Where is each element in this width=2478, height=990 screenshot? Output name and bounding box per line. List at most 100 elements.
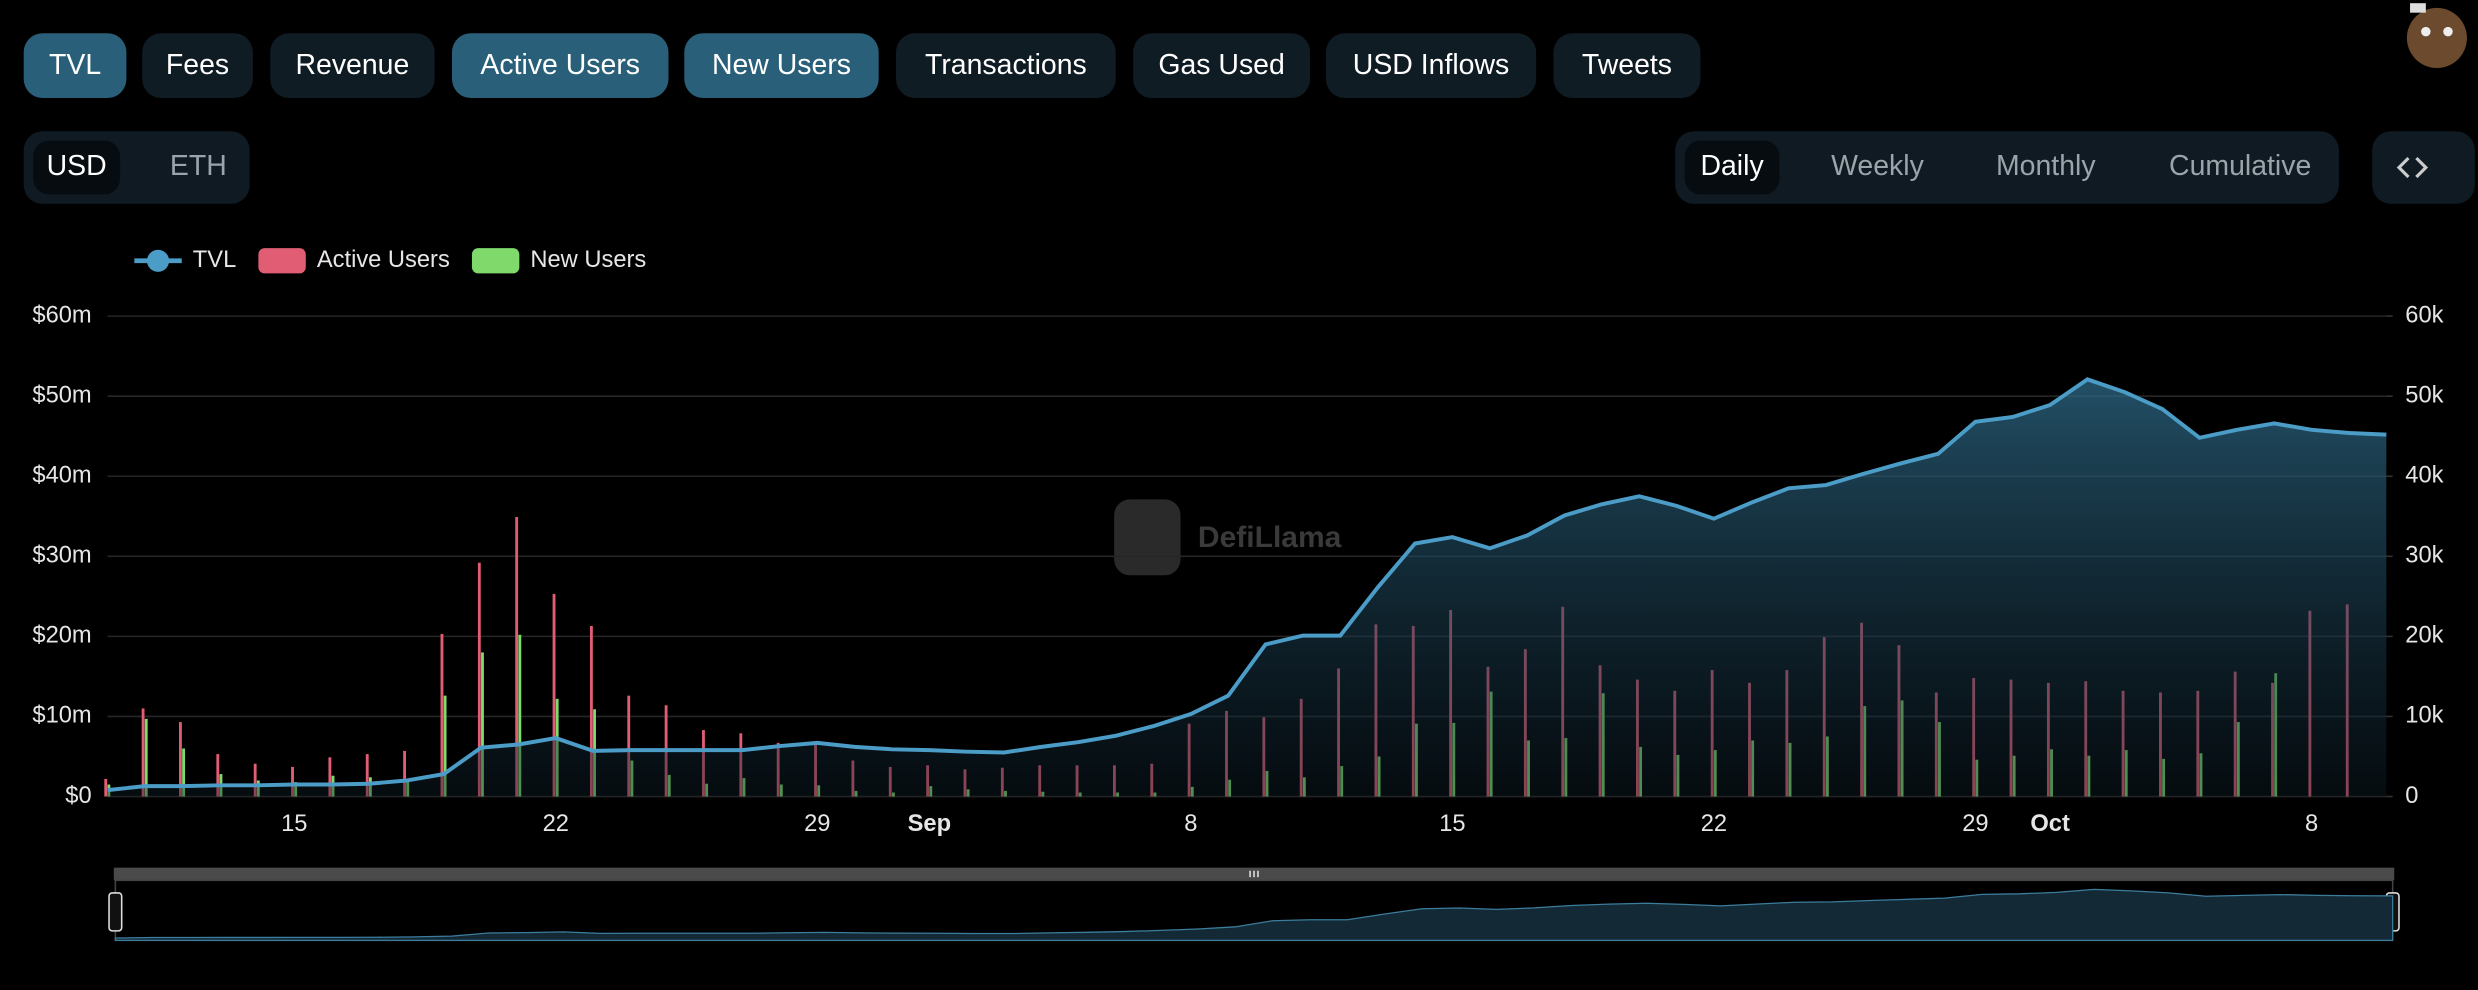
option-label: Daily [1700, 150, 1764, 182]
option-bg [1684, 140, 1780, 195]
tab[interactable]: Fees [142, 33, 253, 99]
tab-bg [1325, 33, 1537, 99]
tab-label: New Users [712, 49, 851, 81]
bar [477, 562, 481, 797]
legend-item[interactable]: TVL [134, 247, 236, 273]
tab-label: Gas Used [1158, 49, 1284, 81]
y2-tick-label: 40k [2405, 463, 2443, 489]
y2-tick-label: 20k [2405, 623, 2443, 649]
x-tick-label: 8 [1184, 811, 1197, 837]
legend-item[interactable]: Active Users [258, 247, 450, 274]
tab[interactable]: TVL [23, 33, 127, 99]
y-tick-label: $60m [32, 302, 91, 328]
bar [253, 763, 257, 797]
tab-label: Tweets [1582, 49, 1672, 81]
x-tick-label: 22 [1701, 811, 1727, 837]
option-label: USD [47, 150, 107, 182]
y2-tick-label: 50k [2405, 382, 2443, 408]
x-tick-label: Oct [2030, 811, 2070, 837]
tab[interactable]: New Users [684, 33, 879, 99]
tab-bg [896, 33, 1116, 99]
option-label: Weekly [1831, 150, 1924, 182]
y2-tick-label: 10k [2405, 703, 2443, 729]
currency-option[interactable]: USD [33, 140, 121, 195]
bar [589, 625, 593, 797]
tab-label: USD Inflows [1353, 49, 1509, 81]
tab-label: Active Users [480, 49, 640, 81]
tab-bg [684, 33, 879, 99]
y2-tick-label: 60k [2405, 302, 2443, 328]
periods-option[interactable]: Cumulative [2169, 150, 2311, 182]
bar [144, 718, 148, 797]
option-label: ETH [170, 150, 227, 182]
tvl-area [107, 379, 2387, 797]
legend-label: Active Users [317, 247, 450, 273]
option-label: Monthly [1996, 150, 2096, 182]
bar [365, 754, 369, 797]
bar [403, 750, 407, 797]
avatar [2406, 3, 2467, 68]
legend-label: New Users [530, 247, 646, 273]
watermark-text: DefiLlama [1198, 521, 1342, 554]
periods-option[interactable]: Daily [1684, 140, 1780, 195]
x-tick-label: 29 [1962, 811, 1988, 837]
y-tick-label: $30m [32, 543, 91, 569]
legend-swatch [258, 248, 306, 274]
bar [104, 778, 108, 797]
tab-label: Revenue [295, 49, 409, 81]
y-tick-label: $10m [32, 703, 91, 729]
tab[interactable]: Active Users [451, 33, 669, 99]
code-button[interactable] [2372, 131, 2475, 204]
legend-swatch [471, 248, 520, 274]
bar [440, 633, 444, 797]
y-tick-label: $20m [32, 623, 91, 649]
x-tick-label: 15 [281, 811, 307, 837]
tvl-line [107, 377, 2387, 793]
y2-tick-label: 30k [2405, 543, 2443, 569]
bar [179, 722, 182, 797]
tab-label: Fees [166, 49, 229, 81]
tab-bg [1553, 33, 1701, 99]
periods-option[interactable]: Monthly [1996, 150, 2096, 182]
tab-label: TVL [49, 49, 101, 81]
x-tick-label: 8 [2305, 811, 2318, 837]
option-bg [33, 140, 121, 195]
bar [481, 652, 484, 797]
bar [182, 748, 186, 797]
tab[interactable]: Revenue [270, 33, 435, 99]
tab[interactable]: Gas Used [1133, 33, 1311, 99]
tab-bg [23, 33, 127, 99]
x-tick-label: 15 [1439, 811, 1465, 837]
periods-option[interactable]: Weekly [1831, 150, 1924, 182]
bar [552, 593, 556, 797]
x-tick-label: Sep [908, 811, 951, 837]
bar [291, 766, 294, 797]
tab-bg [270, 33, 435, 99]
bar [515, 517, 519, 797]
bar [627, 695, 631, 797]
bar [443, 695, 447, 797]
x-tick-label: 22 [543, 811, 569, 837]
tab-bg [142, 33, 253, 99]
y-tick-label: $40m [32, 463, 91, 489]
navigator-area [114, 888, 2394, 941]
tab[interactable]: Tweets [1553, 33, 1701, 99]
bar [328, 757, 332, 797]
bar [141, 708, 145, 797]
y2-tick-label: 0 [2405, 783, 2418, 809]
legend-dot [146, 249, 170, 272]
tab-bg [1133, 33, 1311, 99]
x-tick-label: 29 [804, 811, 830, 837]
currency-option[interactable]: ETH [170, 150, 227, 182]
y-tick-label: $50m [32, 382, 91, 408]
periods-group [1675, 131, 2339, 204]
bar [216, 754, 220, 797]
tab[interactable]: Transactions [896, 33, 1116, 99]
legend-item[interactable]: New Users [471, 247, 646, 274]
tab-label: Transactions [925, 49, 1087, 81]
tab-bg [451, 33, 669, 99]
tab[interactable]: USD Inflows [1325, 33, 1537, 99]
option-label: Cumulative [2169, 150, 2311, 182]
bar [518, 634, 522, 797]
